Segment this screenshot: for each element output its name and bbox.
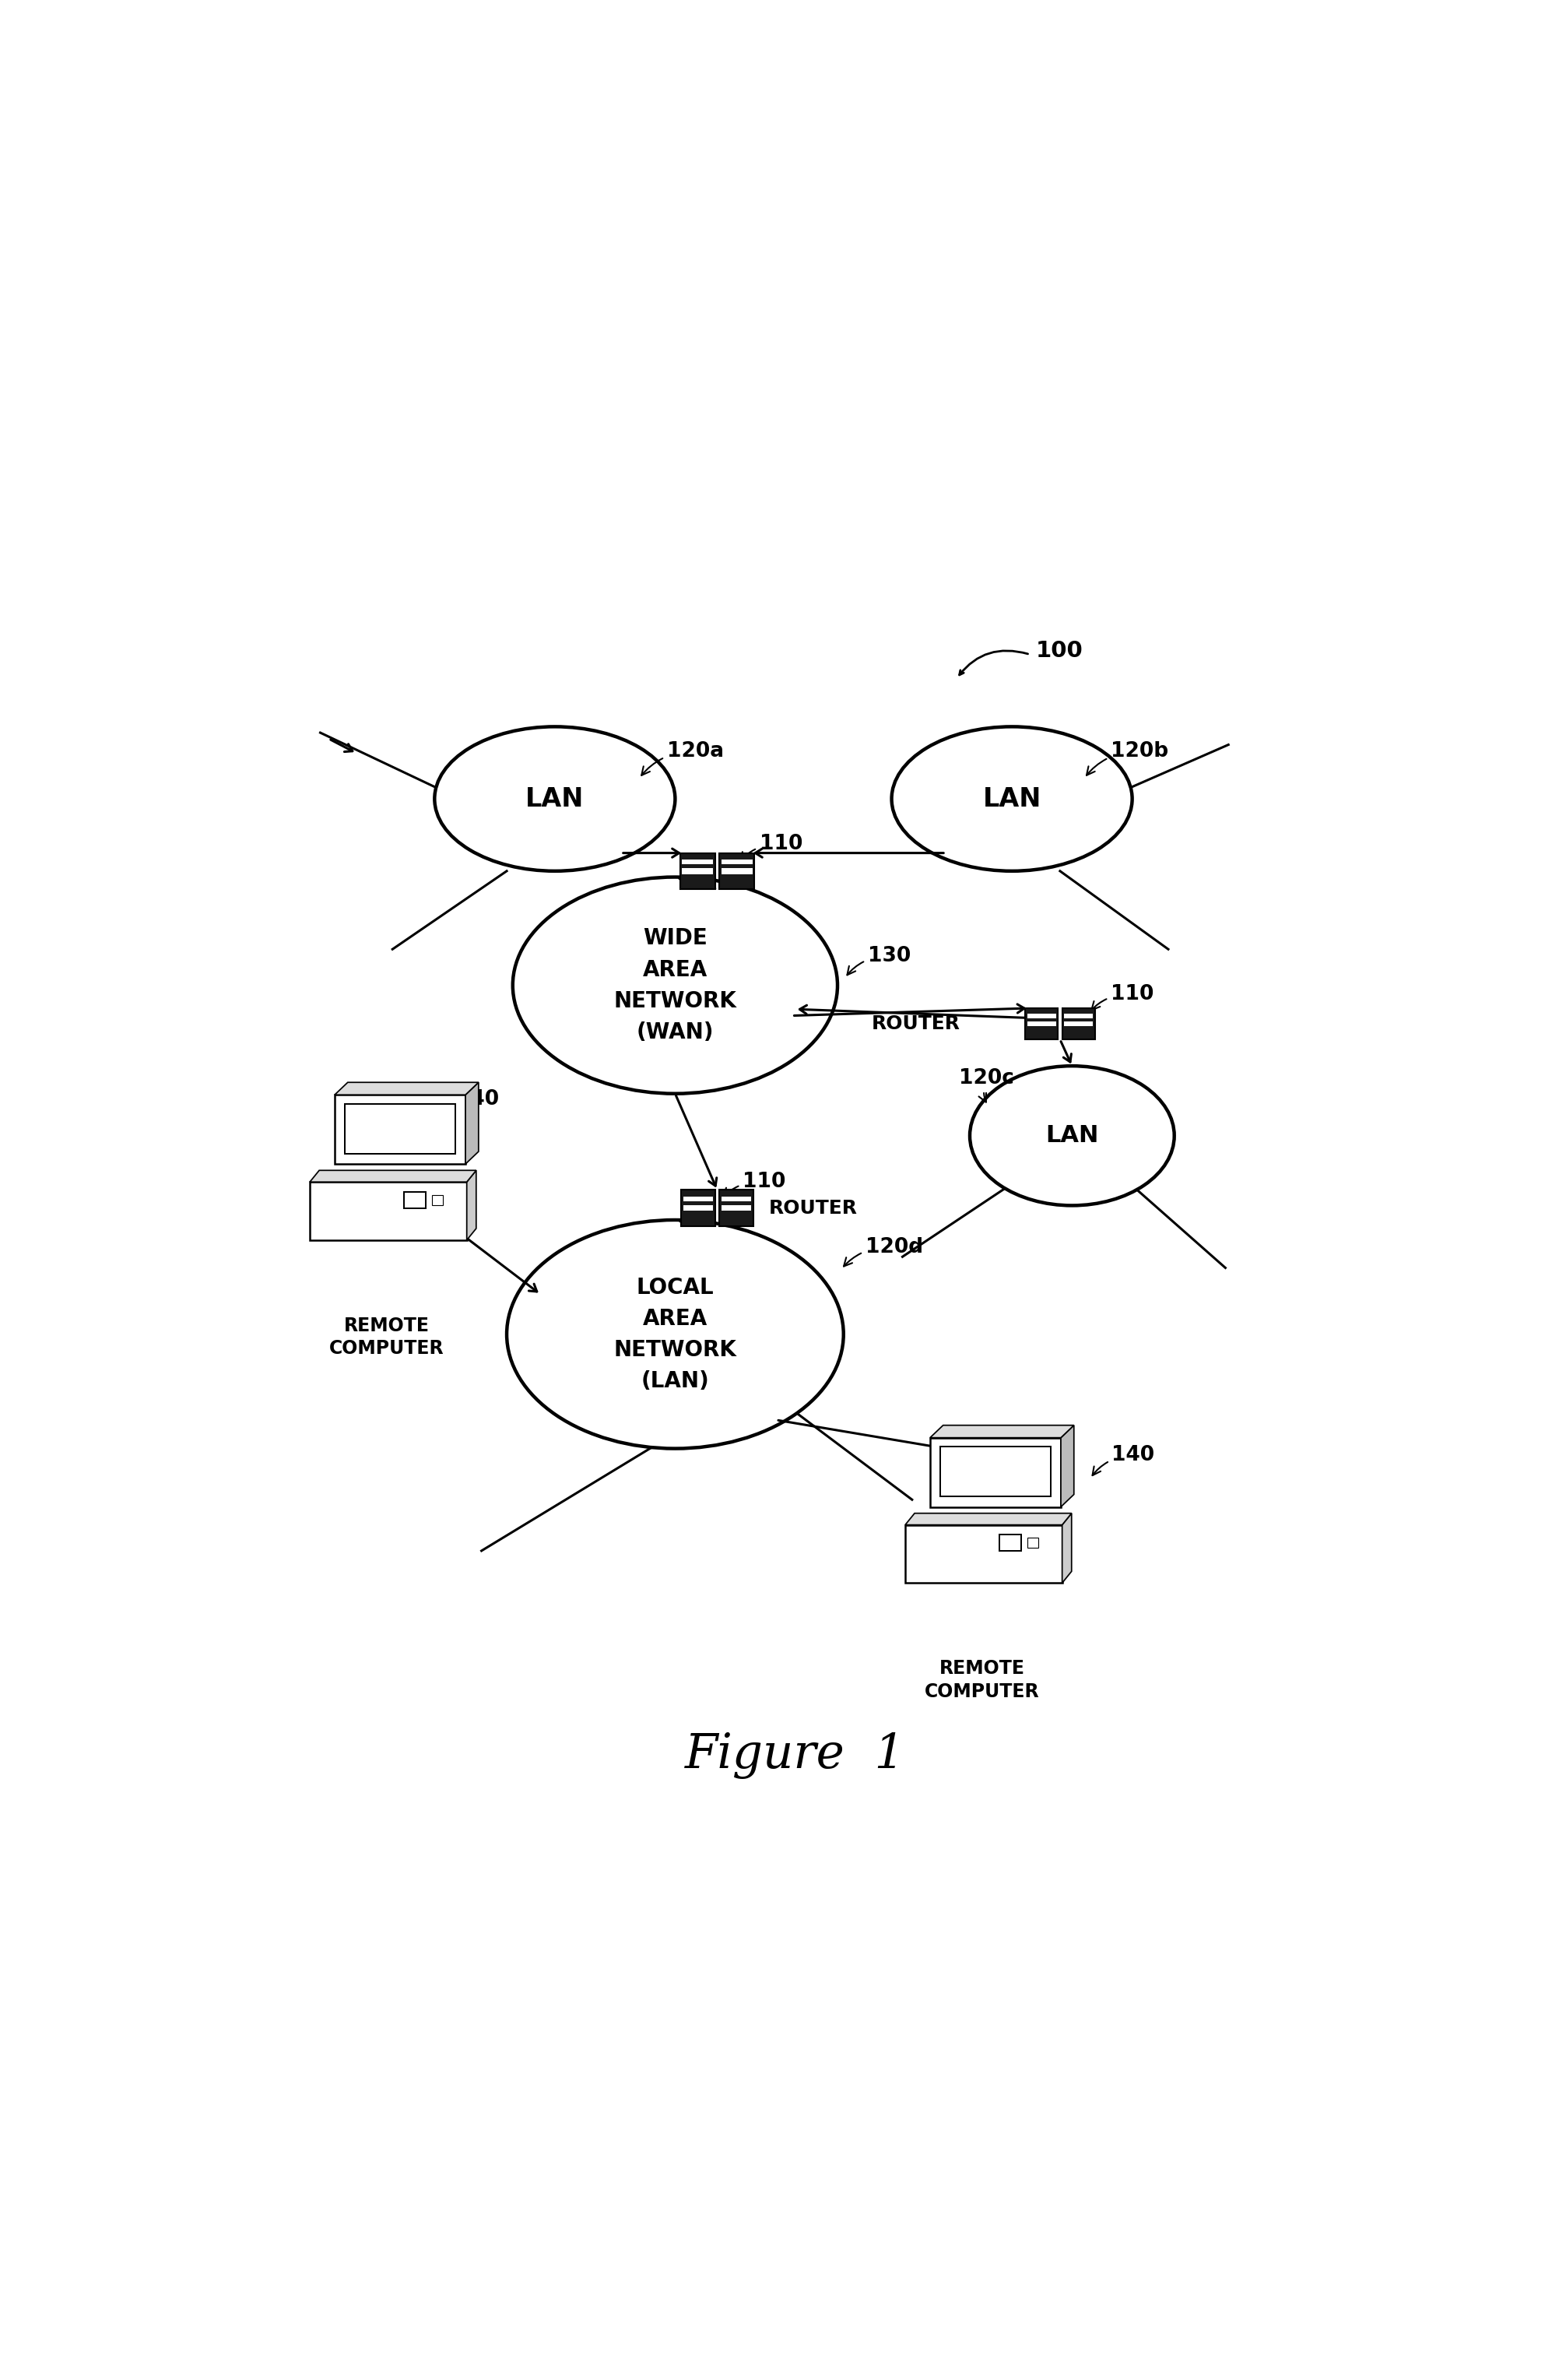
Polygon shape [467,1171,476,1240]
Polygon shape [930,1426,1074,1438]
Text: 110: 110 [1091,985,1153,1009]
Bar [681,859,712,864]
Text: 110: 110 [740,833,802,862]
Text: 140: 140 [438,1090,500,1119]
Bar [681,869,712,873]
Bar [683,1197,712,1202]
Polygon shape [335,1083,478,1095]
Text: 110: 110 [723,1171,785,1197]
Bar [930,1438,1062,1507]
Text: 130: 130 [847,945,911,976]
Bar [433,1195,444,1204]
Polygon shape [466,1083,478,1164]
Bar [722,869,753,873]
Text: Figure  1: Figure 1 [684,1733,906,1778]
Bar [722,1197,751,1202]
Text: REMOTE
COMPUTER: REMOTE COMPUTER [925,1659,1040,1702]
Polygon shape [1062,1514,1071,1583]
Bar [404,1192,425,1209]
Text: LOCAL
AREA
NETWORK
(LAN): LOCAL AREA NETWORK (LAN) [613,1276,737,1392]
Bar [680,852,715,890]
Ellipse shape [512,878,838,1095]
Text: REMOTE
COMPUTER: REMOTE COMPUTER [329,1316,444,1359]
Bar [1065,1014,1093,1019]
Bar [310,1183,467,1240]
Ellipse shape [891,726,1131,871]
Bar [1062,1009,1094,1040]
Text: LAN: LAN [982,785,1041,812]
Text: LAN: LAN [1046,1123,1099,1147]
Polygon shape [1062,1426,1074,1507]
Text: ROUTER: ROUTER [872,1014,961,1033]
Bar [999,1535,1021,1552]
Bar [681,1190,715,1226]
Bar [1065,1021,1093,1026]
Bar [335,1095,466,1164]
Ellipse shape [435,726,675,871]
Bar [905,1526,1062,1583]
Text: WIDE
AREA
NETWORK
(WAN): WIDE AREA NETWORK (WAN) [613,928,737,1042]
Text: 120b: 120b [1086,740,1169,776]
Text: 140: 140 [1093,1445,1155,1476]
Bar [1026,1009,1058,1040]
Bar [720,1190,753,1226]
Text: ROUTER: ROUTER [768,1200,858,1216]
Bar [1027,1537,1038,1547]
Bar [1027,1021,1055,1026]
Polygon shape [310,1171,476,1183]
Bar [722,859,753,864]
Ellipse shape [970,1066,1175,1207]
Text: LAN: LAN [526,785,584,812]
Text: 120c: 120c [959,1069,1013,1102]
Bar [941,1447,1051,1497]
Bar [722,1204,751,1211]
Bar [683,1204,712,1211]
Bar [345,1104,455,1154]
Text: 120d: 120d [844,1238,923,1266]
Bar [1027,1014,1055,1019]
Text: 100: 100 [1035,640,1083,662]
Ellipse shape [506,1221,843,1449]
Text: 120a: 120a [641,740,723,776]
Polygon shape [905,1514,1071,1526]
Bar [720,852,754,890]
